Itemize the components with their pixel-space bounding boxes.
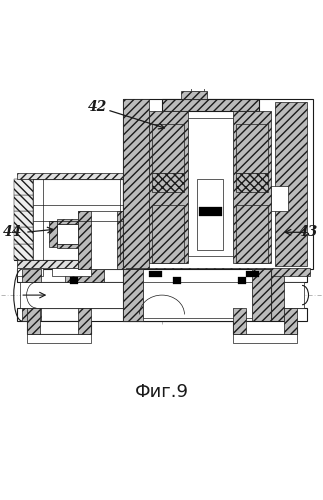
- Bar: [236, 205, 268, 263]
- Bar: [26, 321, 91, 334]
- Bar: [123, 98, 149, 270]
- Bar: [14, 195, 33, 212]
- Bar: [127, 268, 310, 276]
- Bar: [14, 179, 33, 195]
- Bar: [152, 205, 184, 263]
- Bar: [52, 268, 91, 276]
- Text: 43: 43: [299, 226, 318, 239]
- Bar: [78, 212, 91, 270]
- Bar: [65, 270, 104, 282]
- Bar: [152, 172, 184, 192]
- Bar: [252, 270, 284, 321]
- Bar: [173, 276, 181, 284]
- Bar: [271, 186, 287, 212]
- Bar: [197, 179, 223, 250]
- Bar: [191, 86, 204, 90]
- Bar: [78, 212, 130, 270]
- Bar: [188, 118, 233, 256]
- Bar: [123, 270, 271, 321]
- Bar: [17, 260, 123, 268]
- Bar: [17, 270, 307, 282]
- Bar: [17, 172, 123, 179]
- Bar: [199, 207, 222, 216]
- Bar: [123, 98, 313, 270]
- Bar: [233, 112, 271, 263]
- Text: 44: 44: [3, 226, 22, 239]
- Bar: [14, 179, 123, 260]
- Bar: [26, 308, 39, 334]
- Text: Фиг.9: Фиг.9: [135, 382, 189, 400]
- Bar: [236, 124, 268, 172]
- Bar: [236, 172, 268, 192]
- Bar: [14, 228, 33, 244]
- Text: 42: 42: [88, 100, 107, 114]
- Bar: [14, 244, 33, 260]
- Bar: [181, 270, 252, 282]
- Bar: [57, 244, 78, 248]
- Bar: [57, 220, 78, 224]
- Bar: [233, 308, 246, 334]
- Bar: [181, 90, 207, 98]
- Bar: [142, 282, 252, 318]
- Bar: [162, 98, 259, 112]
- Bar: [22, 270, 41, 282]
- Bar: [26, 334, 91, 344]
- Bar: [14, 212, 33, 228]
- Bar: [238, 276, 246, 284]
- Bar: [233, 321, 297, 334]
- Bar: [252, 270, 271, 321]
- Bar: [17, 308, 307, 321]
- Bar: [152, 124, 184, 172]
- Bar: [233, 334, 297, 344]
- Bar: [117, 212, 130, 270]
- Bar: [246, 271, 259, 278]
- Bar: [20, 282, 304, 308]
- Bar: [275, 102, 307, 266]
- Bar: [49, 221, 57, 247]
- Bar: [123, 270, 142, 321]
- Bar: [70, 276, 78, 284]
- Bar: [17, 268, 43, 276]
- Bar: [57, 224, 78, 244]
- Bar: [149, 271, 162, 278]
- Bar: [22, 308, 41, 321]
- Bar: [284, 308, 297, 334]
- Bar: [149, 112, 188, 263]
- Bar: [78, 308, 91, 334]
